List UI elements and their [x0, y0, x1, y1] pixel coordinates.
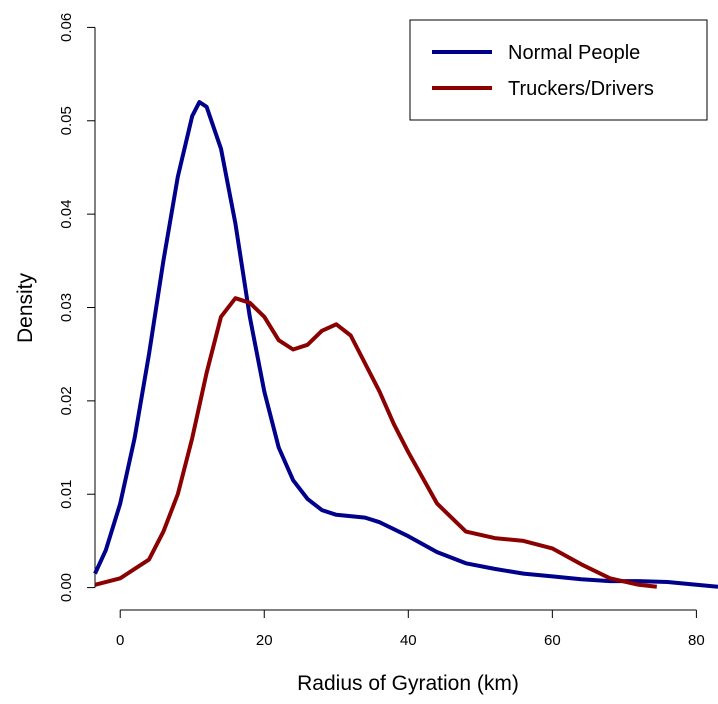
x-tick-label: 20 — [256, 632, 273, 649]
density-line — [93, 100, 718, 589]
x-axis-label: Radius of Gyration (km) — [297, 672, 519, 695]
y-tick-label: 0.01 — [58, 480, 75, 509]
legend-box — [409, 19, 708, 121]
x-tick-label: 80 — [688, 632, 705, 649]
legend-label: Normal People — [508, 42, 640, 64]
x-tick-label: 0 — [116, 632, 124, 649]
x-tick-label: 60 — [544, 632, 561, 649]
legend-label: Truckers/Drivers — [508, 78, 654, 100]
y-tick-label: 0.02 — [58, 386, 75, 415]
y-tick-label: 0.06 — [58, 13, 75, 42]
density-line — [94, 296, 658, 589]
y-tick-label: 0.03 — [58, 293, 75, 322]
y-tick-label: 0.00 — [58, 573, 75, 602]
y-tick-label: 0.04 — [58, 200, 75, 229]
y-axis-label: Density — [14, 272, 37, 343]
y-tick-label: 0.05 — [58, 106, 75, 135]
x-tick-label: 40 — [400, 632, 417, 649]
